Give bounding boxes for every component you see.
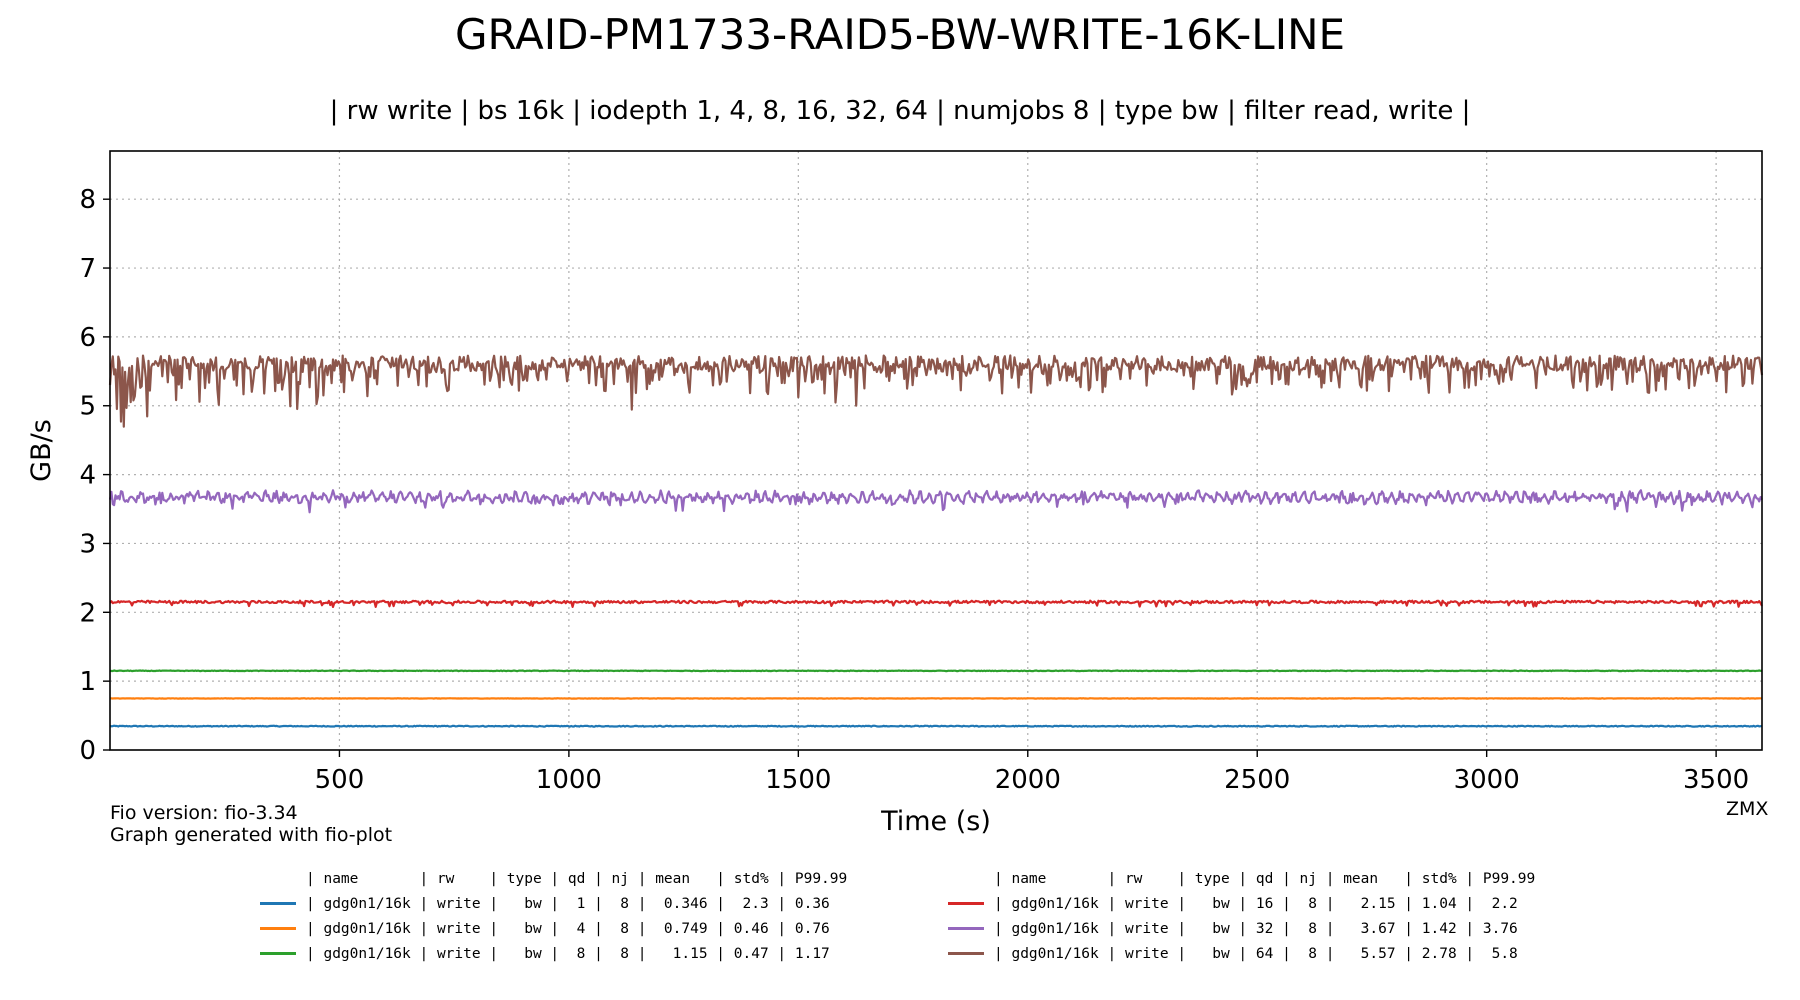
legend-swatch: [948, 902, 984, 905]
chart-subtitle: | rw write | bs 16k | iodepth 1, 4, 8, 1…: [329, 96, 1471, 126]
y-tick-label: 4: [79, 461, 96, 491]
legend-column-left: | name | rw | type | qd | nj | mean | st…: [260, 866, 847, 966]
legend-header: | name | rw | type | qd | nj | mean | st…: [994, 870, 1536, 887]
legend-swatch: [260, 952, 296, 955]
x-tick-label: 3500: [1683, 765, 1749, 795]
legend-item: | gdg0n1/16k | write | bw | 4 | 8 | 0.74…: [260, 916, 847, 941]
watermark-label: ZMX: [1726, 798, 1769, 820]
legend: | name | rw | type | qd | nj | mean | st…: [260, 866, 1680, 966]
fio-plot-credit: Graph generated with fio-plot: [110, 824, 393, 846]
x-axis-label: Time (s): [880, 806, 991, 837]
x-tick-label: 2500: [1224, 765, 1290, 795]
legend-swatch: [948, 927, 984, 930]
series-line: [109, 669, 1763, 673]
axis-ticks: 500 1000 1500 2000 2500 3000 3500 0 1 2 3 4 5 6 7 8: [79, 185, 1749, 795]
legend-item: | gdg0n1/16k | write | bw | 32 | 8 | 3.6…: [948, 916, 1535, 941]
legend-item: | gdg0n1/16k | write | bw | 16 | 8 | 2.1…: [948, 891, 1535, 916]
legend-item: | gdg0n1/16k | write | bw | 8 | 8 | 1.15…: [260, 941, 847, 966]
legend-swatch: [260, 902, 296, 905]
series-line: [108, 489, 1763, 514]
y-tick-label: 1: [79, 667, 96, 697]
legend-item: | gdg0n1/16k | write | bw | 64 | 8 | 5.5…: [948, 941, 1535, 966]
plot-frame: [109, 150, 1763, 751]
x-tick-label: 500: [315, 765, 365, 795]
fio-version-note: Fio version: fio-3.34: [110, 802, 298, 824]
x-tick-label: 1500: [765, 765, 831, 795]
y-tick-label: 0: [79, 736, 96, 766]
chart-title: GRAID-PM1733-RAID5-BW-WRITE-16K-LINE: [454, 10, 1346, 59]
x-tick-label: 3000: [1454, 765, 1520, 795]
legend-column-right: | name | rw | type | qd | nj | mean | st…: [948, 866, 1535, 966]
y-tick-label: 5: [79, 392, 96, 422]
grid-lines: [110, 151, 1762, 750]
y-tick-label: 3: [79, 529, 96, 559]
y-tick-label: 2: [79, 598, 96, 628]
legend-swatch: [948, 952, 984, 955]
y-axis-label: GB/s: [26, 419, 57, 482]
x-tick-label: 2000: [995, 765, 1061, 795]
y-tick-label: 7: [79, 254, 96, 284]
legend-item: | gdg0n1/16k | write | bw | 1 | 8 | 0.34…: [260, 891, 847, 916]
legend-header: | name | rw | type | qd | nj | mean | st…: [306, 870, 848, 887]
series-line: [108, 354, 1764, 428]
x-tick-label: 1000: [536, 765, 602, 795]
legend-swatch: [260, 927, 296, 930]
series-line: [109, 599, 1763, 609]
series-line: [109, 724, 1763, 728]
series-lines: [108, 354, 1764, 728]
y-tick-label: 8: [79, 185, 96, 215]
y-tick-label: 6: [79, 323, 96, 353]
